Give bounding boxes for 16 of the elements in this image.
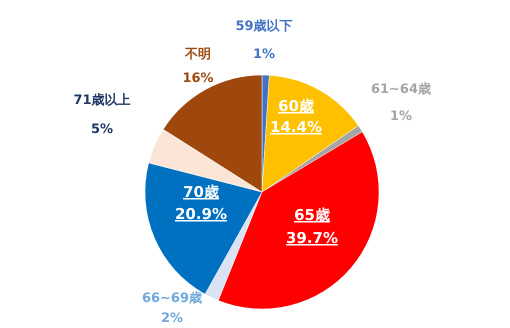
data-label: 39.7% xyxy=(286,229,338,247)
data-label: 20.9% xyxy=(174,205,228,223)
slice-label: 61~64歳 xyxy=(370,82,432,97)
data-label: 1% xyxy=(252,47,276,62)
slice-label: 59歳以下 xyxy=(235,19,293,34)
data-label: 5% xyxy=(90,122,114,137)
slice-label: 71歳以上 xyxy=(73,93,131,108)
slice-label: 不明 xyxy=(184,47,211,62)
slice-label: 66~69歳 xyxy=(142,291,202,306)
slice-label: 70歳 xyxy=(183,183,219,201)
data-label: 2% xyxy=(160,311,184,326)
slice-label: 60歳 xyxy=(278,97,314,115)
data-label: 16% xyxy=(182,71,214,86)
data-label: 1% xyxy=(390,109,412,124)
data-label: 14.4% xyxy=(270,118,322,136)
slice-label: 65歳 xyxy=(294,206,330,224)
